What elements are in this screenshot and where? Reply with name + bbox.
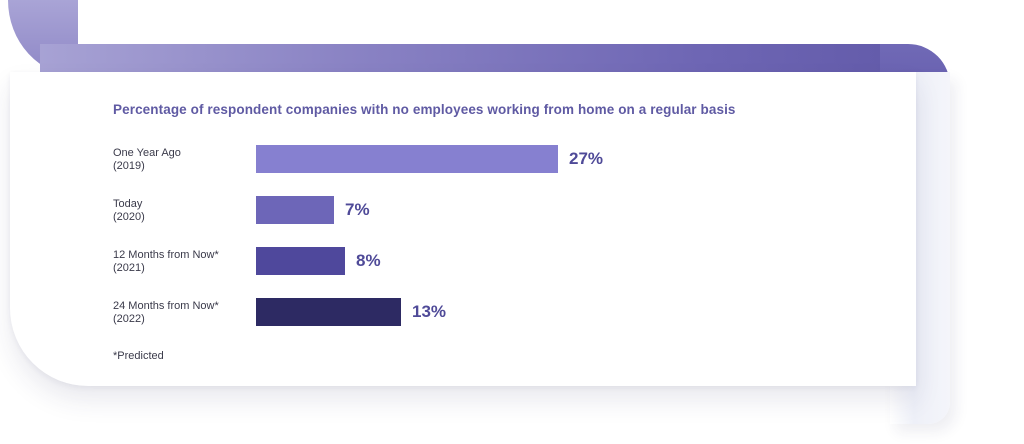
category-label: One Year Ago (2019) (113, 147, 181, 172)
bar (256, 196, 334, 224)
bar (256, 247, 345, 275)
bar (256, 145, 558, 173)
data-label: 13% (412, 302, 447, 321)
chart-card (10, 72, 916, 386)
footnote: *Predicted (113, 350, 164, 362)
data-label: 27% (569, 149, 604, 168)
category-label: 12 Months from Now* (2021) (113, 249, 219, 274)
category-label: Today (2020) (113, 198, 145, 223)
data-label: 7% (345, 200, 370, 219)
bar (256, 298, 401, 326)
data-label: 8% (356, 251, 381, 270)
category-label: 24 Months from Now* (2022) (113, 300, 219, 325)
chart-title: Percentage of respondent companies with … (113, 102, 736, 117)
